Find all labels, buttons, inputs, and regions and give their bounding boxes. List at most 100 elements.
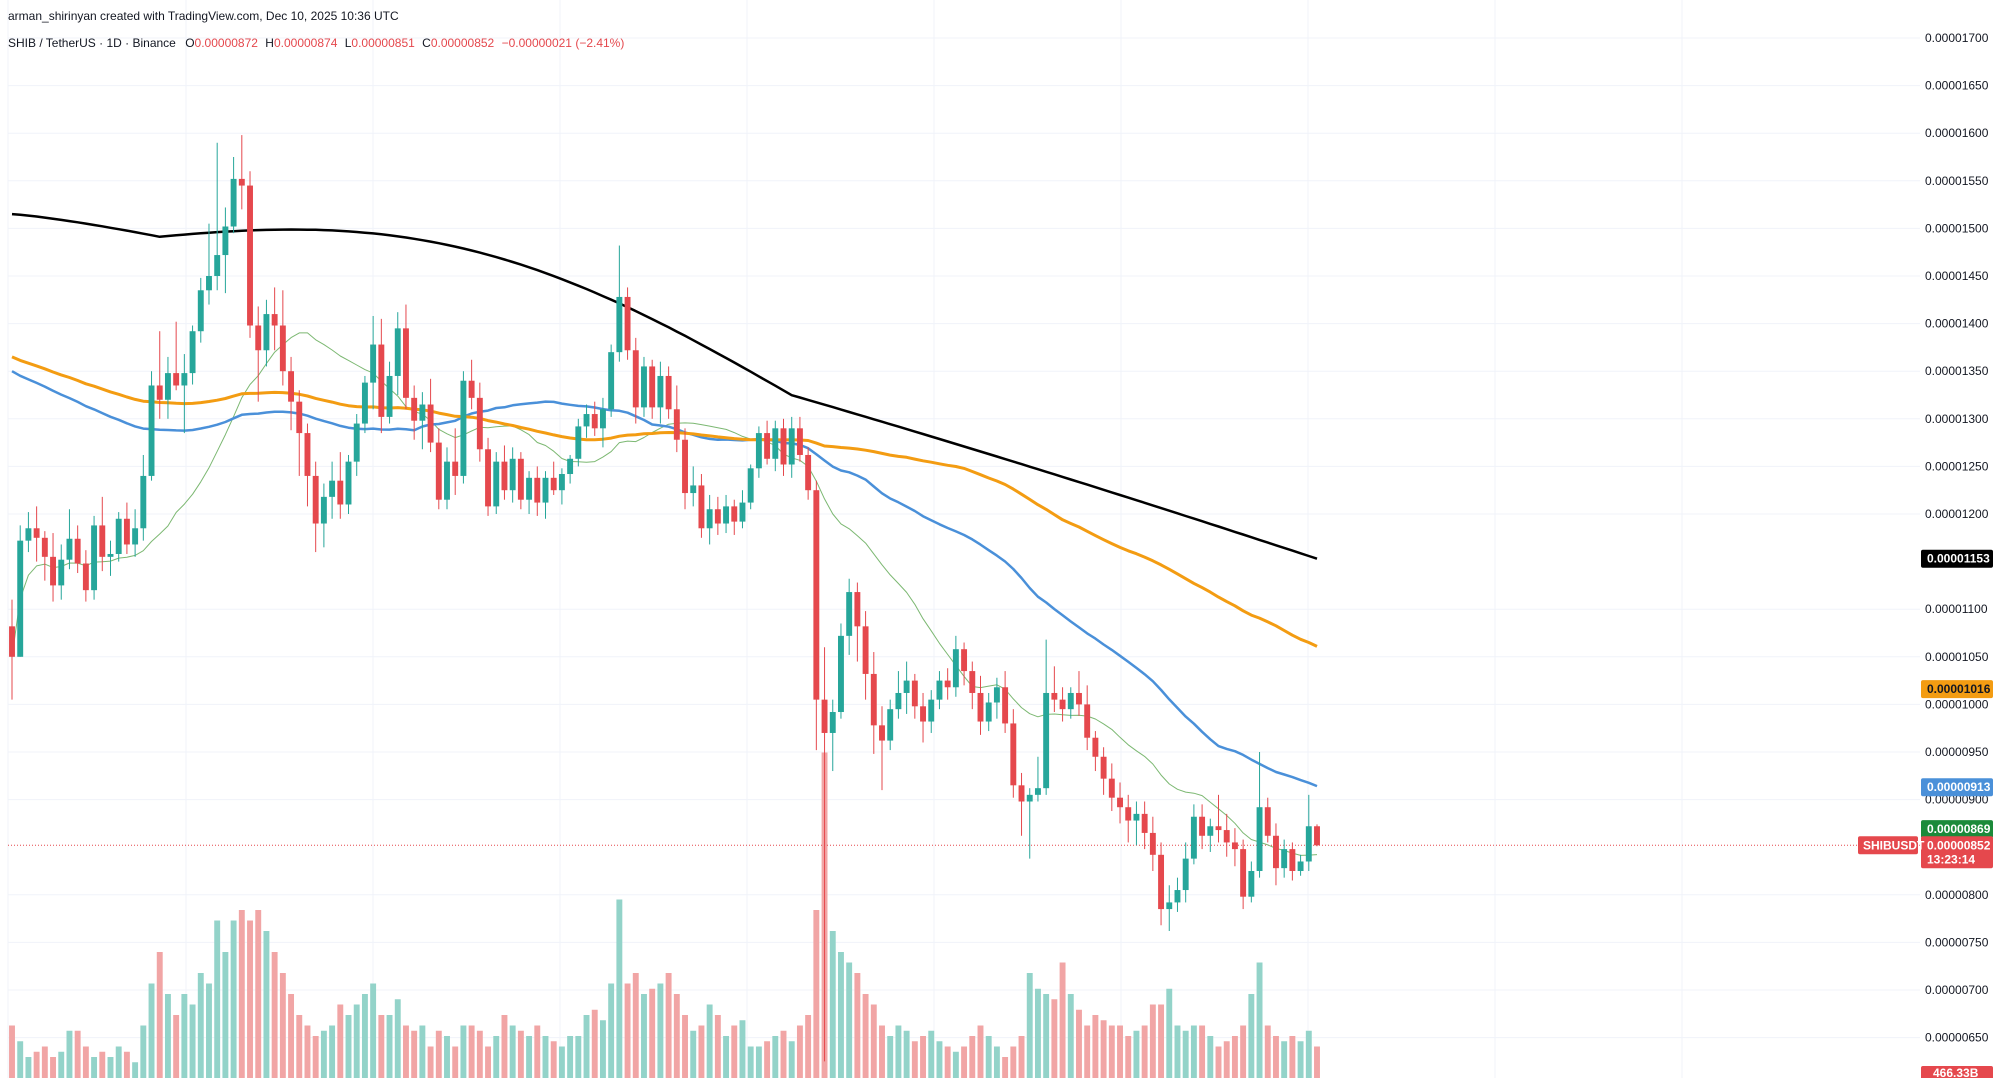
candle[interactable]	[123, 502, 130, 554]
candle[interactable]	[99, 496, 106, 572]
candle[interactable]	[846, 578, 853, 655]
candle[interactable]	[255, 306, 262, 402]
candle[interactable]	[616, 245, 623, 362]
candle[interactable]	[1051, 666, 1058, 713]
candle[interactable]	[1084, 685, 1091, 751]
candle[interactable]	[1289, 842, 1296, 881]
candle[interactable]	[173, 321, 180, 391]
candle[interactable]	[411, 385, 418, 440]
candle[interactable]	[115, 512, 122, 562]
candle[interactable]	[386, 361, 393, 424]
candle[interactable]	[1108, 763, 1115, 812]
candle[interactable]	[148, 371, 155, 481]
candle[interactable]	[952, 635, 959, 697]
candle[interactable]	[345, 454, 352, 514]
candle[interactable]	[1076, 671, 1082, 716]
candle[interactable]	[608, 344, 615, 417]
candle[interactable]	[813, 480, 820, 751]
candle[interactable]	[985, 692, 992, 732]
candle[interactable]	[1100, 747, 1107, 795]
candle[interactable]	[1231, 828, 1238, 867]
candle[interactable]	[739, 490, 746, 529]
candle[interactable]	[427, 378, 434, 453]
candle[interactable]	[222, 207, 229, 294]
candle[interactable]	[189, 325, 196, 385]
candle[interactable]	[1199, 804, 1206, 850]
candle[interactable]	[714, 496, 721, 535]
candle[interactable]	[25, 512, 32, 553]
candle[interactable]	[887, 699, 894, 751]
candle[interactable]	[370, 315, 377, 410]
candle[interactable]	[665, 366, 672, 419]
candle[interactable]	[107, 540, 114, 576]
candle[interactable]	[17, 525, 24, 657]
candle[interactable]	[1240, 839, 1247, 910]
candle[interactable]	[1018, 772, 1025, 836]
candle[interactable]	[1256, 752, 1263, 878]
candle[interactable]	[599, 397, 606, 448]
candle[interactable]	[156, 331, 163, 419]
candle[interactable]	[419, 392, 426, 450]
candle[interactable]	[657, 361, 664, 424]
candle[interactable]	[796, 416, 803, 462]
ohlc-legend[interactable]: SHIB / TetherUS · 1D · Binance O0.000008…	[8, 36, 624, 50]
candle[interactable]	[509, 447, 516, 503]
candle[interactable]	[772, 420, 779, 472]
candle[interactable]	[238, 135, 245, 210]
candle[interactable]	[91, 515, 98, 600]
candle[interactable]	[66, 509, 73, 570]
candle[interactable]	[1190, 804, 1197, 865]
candle[interactable]	[682, 428, 688, 510]
candle[interactable]	[747, 464, 754, 510]
candle[interactable]	[230, 157, 237, 234]
candle[interactable]	[1133, 801, 1140, 846]
candle[interactable]	[279, 290, 286, 386]
candle[interactable]	[1034, 756, 1041, 802]
candle[interactable]	[911, 673, 918, 719]
candle[interactable]	[591, 401, 598, 436]
candle[interactable]	[452, 428, 459, 495]
candle[interactable]	[288, 356, 295, 431]
candle[interactable]	[460, 371, 467, 484]
candle[interactable]	[403, 304, 409, 410]
candle[interactable]	[526, 471, 533, 514]
candle[interactable]	[164, 356, 171, 419]
candle[interactable]	[140, 454, 147, 541]
candle[interactable]	[271, 287, 278, 351]
candle[interactable]	[1182, 842, 1189, 903]
candle[interactable]	[821, 647, 828, 1062]
candle[interactable]	[361, 375, 368, 434]
candle[interactable]	[1248, 861, 1255, 903]
candle[interactable]	[920, 692, 926, 743]
candle[interactable]	[247, 171, 253, 338]
candle[interactable]	[501, 445, 508, 500]
candle[interactable]	[1207, 818, 1214, 852]
candle[interactable]	[977, 675, 984, 735]
candle[interactable]	[378, 318, 385, 434]
candle[interactable]	[485, 437, 491, 516]
candle[interactable]	[206, 223, 212, 305]
candle[interactable]	[895, 671, 902, 719]
candle[interactable]	[197, 277, 204, 343]
candle[interactable]	[690, 466, 697, 507]
candle[interactable]	[936, 671, 943, 710]
candle[interactable]	[879, 706, 885, 791]
candle[interactable]	[41, 531, 48, 581]
candle[interactable]	[1166, 885, 1173, 931]
candle[interactable]	[312, 461, 319, 553]
candle[interactable]	[862, 611, 869, 700]
candle[interactable]	[1174, 877, 1181, 912]
candle[interactable]	[320, 483, 327, 548]
candle[interactable]	[304, 423, 311, 507]
candle[interactable]	[33, 506, 40, 562]
candle[interactable]	[575, 418, 582, 467]
candle[interactable]	[764, 420, 771, 465]
candle[interactable]	[1264, 797, 1271, 843]
candle[interactable]	[838, 623, 844, 719]
candle[interactable]	[731, 499, 738, 535]
candle[interactable]	[181, 354, 188, 434]
candle[interactable]	[558, 468, 565, 505]
symbol-label[interactable]: SHIB / TetherUS · 1D · Binance	[8, 36, 176, 50]
candle[interactable]	[476, 382, 483, 462]
